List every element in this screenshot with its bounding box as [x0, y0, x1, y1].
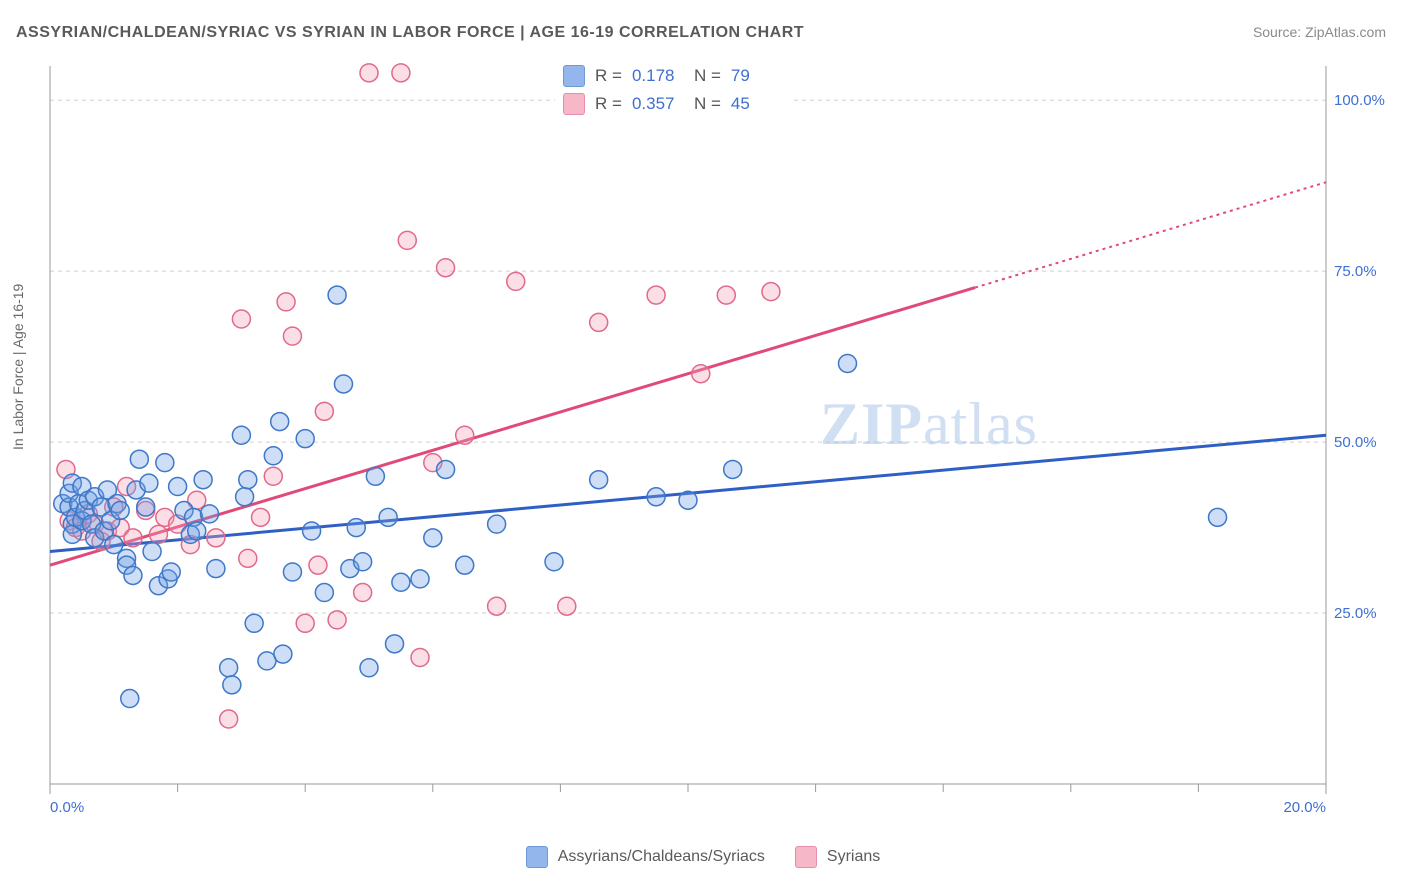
svg-text:20.0%: 20.0% [1283, 799, 1326, 816]
r-label: R = [595, 66, 622, 86]
swatch-series2 [563, 93, 585, 115]
legend-item-series2: Syrians [795, 846, 880, 868]
svg-text:100.0%: 100.0% [1334, 92, 1385, 109]
swatch-series1 [563, 65, 585, 87]
chart-title: ASSYRIAN/CHALDEAN/SYRIAC VS SYRIAN IN LA… [16, 24, 804, 42]
legend-item-series1: Assyrians/Chaldeans/Syriacs [526, 846, 765, 868]
chart-source: Source: ZipAtlas.com [1253, 24, 1386, 40]
legend-label-series2: Syrians [827, 848, 880, 866]
correlation-chart: ASSYRIAN/CHALDEAN/SYRIAC VS SYRIAN IN LA… [0, 0, 1406, 892]
n-value-series1: 79 [731, 66, 783, 86]
svg-text:0.0%: 0.0% [50, 799, 84, 816]
y-axis-label: In Labor Force | Age 16-19 [10, 284, 26, 450]
r-label: R = [595, 94, 622, 114]
stats-box: R = 0.178 N = 79 R = 0.357 N = 45 [555, 62, 791, 118]
r-value-series2: 0.357 [632, 94, 684, 114]
swatch-series2-legend [795, 846, 817, 868]
n-label: N = [694, 94, 721, 114]
plot-area: 25.0% 50.0% 75.0% 100.0% 0.0% 20.0% [44, 60, 1386, 820]
stats-row-series1: R = 0.178 N = 79 [555, 62, 791, 90]
stats-row-series2: R = 0.357 N = 45 [555, 90, 791, 118]
legend-label-series1: Assyrians/Chaldeans/Syriacs [558, 848, 765, 866]
svg-text:50.0%: 50.0% [1334, 434, 1377, 451]
n-value-series2: 45 [731, 94, 783, 114]
legend: Assyrians/Chaldeans/Syriacs Syrians [0, 846, 1406, 868]
r-value-series1: 0.178 [632, 66, 684, 86]
plot-svg: 25.0% 50.0% 75.0% 100.0% 0.0% 20.0% [44, 60, 1386, 820]
svg-text:75.0%: 75.0% [1334, 263, 1377, 280]
n-label: N = [694, 66, 721, 86]
swatch-series1-legend [526, 846, 548, 868]
svg-text:25.0%: 25.0% [1334, 605, 1377, 622]
